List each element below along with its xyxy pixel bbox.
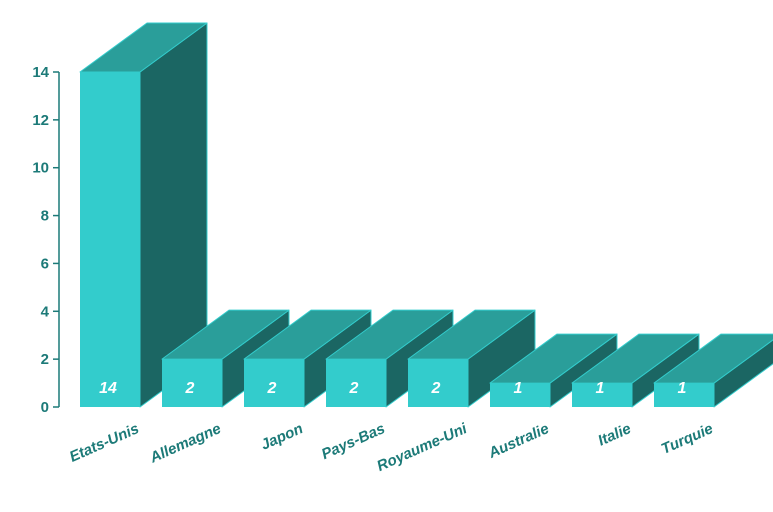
bar-front-face <box>654 383 714 407</box>
y-tick-label: 12 <box>32 112 49 129</box>
bar-front-face <box>244 359 304 407</box>
y-tick-label: 6 <box>41 255 49 272</box>
x-category-label: Allemagne <box>146 420 223 467</box>
x-category-label: Etats-Unis <box>67 420 142 466</box>
bar-front-face <box>490 383 550 407</box>
data-label: 2 <box>267 380 277 397</box>
bar: 2 <box>243 309 372 408</box>
y-tick-label: 2 <box>41 351 49 368</box>
bar: 1 <box>571 333 700 408</box>
x-category-label: Italie <box>595 420 633 449</box>
data-label: 1 <box>514 380 523 397</box>
data-label: 2 <box>185 380 195 397</box>
y-tick-label: 4 <box>41 303 50 320</box>
bar-front-face <box>162 359 222 407</box>
data-label: 2 <box>431 380 441 397</box>
data-label: 1 <box>678 380 687 397</box>
x-category-label: Turquie <box>659 420 716 458</box>
bar-front-face <box>572 383 632 407</box>
y-tick-label: 10 <box>32 160 49 177</box>
x-category-label: Japon <box>258 420 305 454</box>
bars: 14 2 2 2 2 1 1 1 <box>79 22 773 408</box>
y-axis: 0 2 4 6 8 10 12 14 <box>32 64 60 416</box>
bar: 2 <box>407 309 536 408</box>
x-category-label: Royaume-Uni <box>374 420 470 475</box>
data-label: 1 <box>596 380 605 397</box>
bar-front-face <box>80 72 140 407</box>
y-tick-label: 8 <box>41 208 49 225</box>
y-tick-label: 0 <box>41 399 49 416</box>
y-tick-label: 14 <box>32 64 49 81</box>
bar: 1 <box>653 333 773 408</box>
x-category-label: Pays-Bas <box>319 420 388 463</box>
data-label: 2 <box>349 380 359 397</box>
bar-front-face <box>408 359 468 407</box>
bar: 2 <box>161 309 290 408</box>
data-label: 14 <box>99 380 117 397</box>
x-category-label: Australie <box>485 420 551 462</box>
bar: 1 <box>489 333 618 408</box>
category-labels: Etats-Unis Allemagne Japon Pays-BasRoyaume-… <box>67 420 716 475</box>
bar-front-face <box>326 359 386 407</box>
